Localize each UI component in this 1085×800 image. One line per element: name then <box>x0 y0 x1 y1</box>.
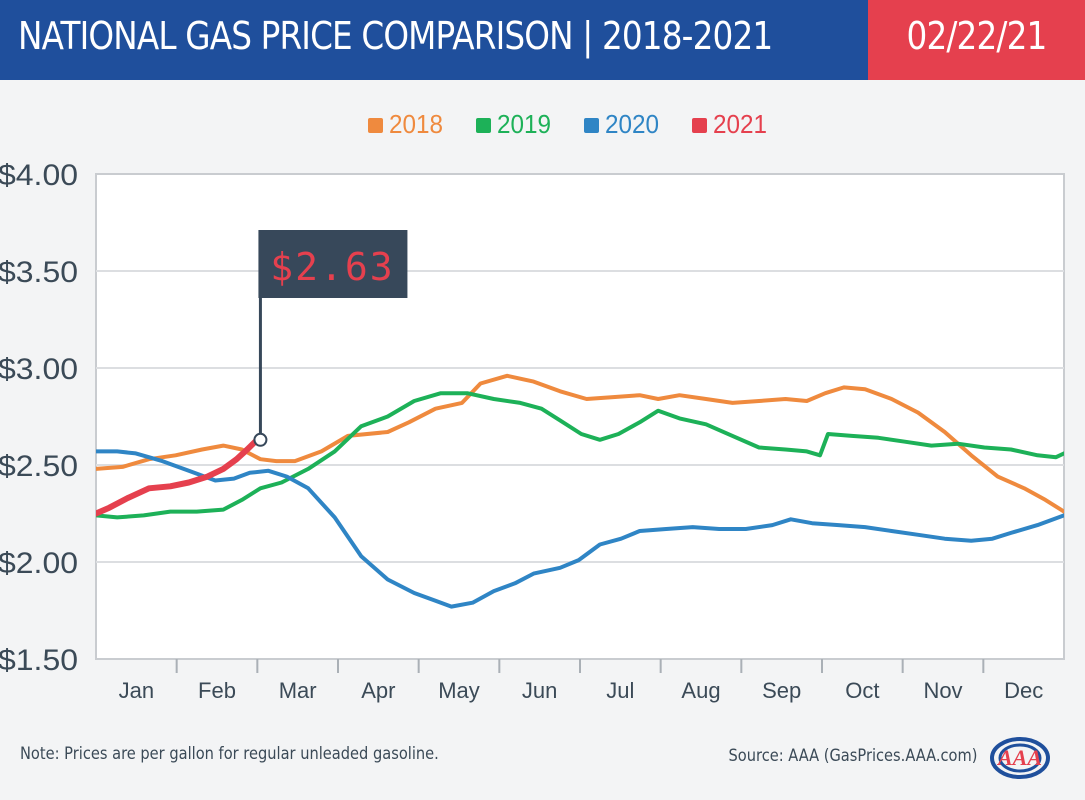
legend-swatch <box>368 118 383 133</box>
legend-label: 2018 <box>389 109 443 139</box>
y-tick-label: $4.00 <box>0 159 78 192</box>
series-line-2018 <box>96 373 1064 514</box>
legend-swatch <box>584 118 599 133</box>
legend-label: 2019 <box>497 109 551 139</box>
series-line-2020 <box>96 449 1064 609</box>
footnote: Note: Prices are per gallon for regular … <box>20 744 439 764</box>
legend-label: 2020 <box>605 109 659 139</box>
series-line-2021 <box>96 436 264 517</box>
x-tick-label: Jul <box>606 678 634 703</box>
legend-swatch <box>476 118 491 133</box>
x-tick-label: Oct <box>845 678 879 703</box>
aaa-logo: AAA <box>990 737 1050 779</box>
callout-label: $2.63 <box>270 245 394 289</box>
callout-box <box>258 230 408 298</box>
line-chart: $1.50 $2.00 $2.50 $3.00 $3.50 $4.00 Jan Feb Mar A… <box>0 109 1065 703</box>
y-tick-label: $3.00 <box>0 353 78 386</box>
date-badge: 02/22/21 <box>868 0 1085 80</box>
x-tick-label: Jun <box>522 678 557 703</box>
page-title: NATIONAL GAS PRICE COMPARISON | 2018-202… <box>18 14 773 58</box>
series-line-2019 <box>96 391 1064 520</box>
y-tick-label: $2.00 <box>0 547 78 580</box>
legend-label: 2021 <box>713 109 767 139</box>
svg-text:AAA: AAA <box>996 745 1042 770</box>
source-credit: Source: AAA (GasPrices.AAA.com) <box>728 746 977 766</box>
x-tick-label: Mar <box>279 678 317 703</box>
x-tick-label: Feb <box>198 678 236 703</box>
y-tick-label: $3.50 <box>0 256 78 289</box>
y-tick-label: $1.50 <box>0 644 78 677</box>
header: NATIONAL GAS PRICE COMPARISON | 2018-202… <box>0 0 1085 80</box>
x-tick-label: Apr <box>361 678 395 703</box>
x-tick-label: Dec <box>1004 678 1043 703</box>
plot-area <box>95 173 1065 660</box>
x-tick-label: Jan <box>119 678 154 703</box>
callout-marker <box>253 432 268 447</box>
x-tick-label: May <box>438 678 480 703</box>
x-tick-label: Aug <box>681 678 720 703</box>
date-text: 02/22/21 <box>906 14 1048 58</box>
y-tick-label: $2.50 <box>0 450 78 483</box>
x-tick-label: Sep <box>762 678 801 703</box>
title-bar: NATIONAL GAS PRICE COMPARISON | 2018-202… <box>0 0 868 80</box>
x-tick-label: Nov <box>923 678 962 703</box>
legend-swatch <box>692 118 707 133</box>
